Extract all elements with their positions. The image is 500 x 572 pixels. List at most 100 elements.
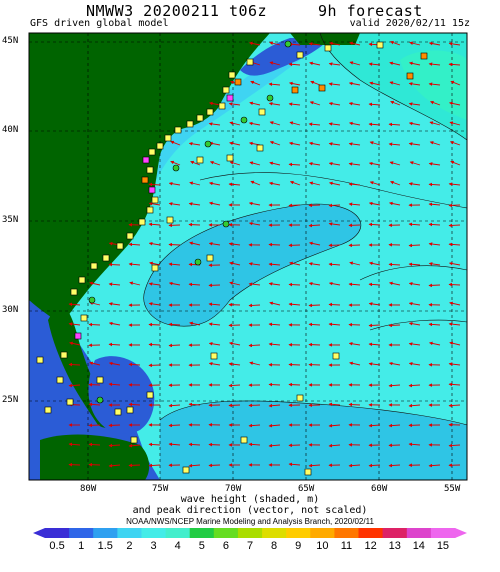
station-marker bbox=[324, 44, 332, 52]
direction-arrow bbox=[389, 201, 401, 206]
direction-arrow bbox=[429, 121, 441, 126]
direction-arrow bbox=[188, 463, 201, 468]
colorbar-swatch bbox=[237, 528, 263, 538]
station-marker bbox=[130, 436, 138, 444]
direction-arrow bbox=[368, 463, 381, 468]
direction-arrow bbox=[229, 121, 241, 126]
direction-arrow bbox=[168, 403, 181, 408]
direction-arrow bbox=[269, 161, 281, 166]
colorbar-swatch bbox=[286, 528, 311, 538]
direction-arrow bbox=[328, 62, 341, 66]
station-marker bbox=[206, 254, 214, 262]
direction-arrow bbox=[449, 301, 461, 306]
direction-arrow bbox=[408, 182, 421, 186]
buoy-marker bbox=[194, 258, 202, 266]
direction-arrow bbox=[268, 423, 281, 428]
direction-arrow bbox=[428, 222, 441, 227]
direction-arrow bbox=[248, 282, 261, 286]
direction-arrow bbox=[248, 403, 261, 408]
forecast-hour-label: 9h forecast bbox=[318, 2, 423, 20]
direction-arrow bbox=[389, 161, 401, 166]
direction-arrow bbox=[268, 322, 281, 327]
buoy-marker bbox=[172, 164, 180, 172]
station-marker bbox=[240, 436, 248, 444]
colorbar-label: 8 bbox=[271, 540, 278, 552]
direction-arrow bbox=[389, 281, 401, 286]
station-marker bbox=[406, 72, 414, 80]
direction-arrow bbox=[448, 242, 461, 247]
lon-label-75w: 75W bbox=[152, 484, 169, 494]
observation-stations bbox=[36, 40, 428, 476]
direction-arrow bbox=[88, 442, 101, 447]
direction-arrow bbox=[448, 443, 461, 448]
direction-arrow bbox=[209, 141, 221, 146]
direction-arrow bbox=[448, 223, 461, 228]
station-marker bbox=[376, 41, 384, 49]
direction-arrow bbox=[269, 181, 281, 186]
direction-arrow bbox=[288, 162, 301, 167]
direction-arrow bbox=[369, 81, 381, 86]
direction-arrow bbox=[269, 301, 281, 306]
station-marker bbox=[226, 154, 234, 162]
direction-arrow bbox=[388, 423, 401, 428]
direction-arrow bbox=[68, 322, 81, 326]
direction-arrow bbox=[409, 161, 421, 166]
direction-arrow bbox=[208, 463, 221, 468]
model-run-label: NMWW3 20200211 t06z bbox=[86, 2, 268, 20]
direction-arrow bbox=[328, 142, 341, 146]
direction-arrow bbox=[209, 160, 221, 166]
station-marker bbox=[66, 398, 74, 406]
direction-arrow bbox=[389, 61, 401, 66]
wave-height-colorbar bbox=[33, 528, 467, 538]
direction-arrow bbox=[229, 141, 241, 146]
direction-arrow bbox=[229, 281, 241, 286]
direction-arrow bbox=[328, 281, 341, 286]
direction-arrow bbox=[369, 141, 381, 146]
direction-arrow bbox=[269, 61, 281, 66]
direction-arrow bbox=[348, 182, 361, 186]
direction-arrow bbox=[369, 261, 381, 266]
direction-arrow bbox=[428, 182, 441, 187]
direction-arrow bbox=[128, 402, 141, 407]
nova-scotia bbox=[290, 33, 360, 45]
direction-arrow bbox=[428, 322, 441, 327]
direction-arrow bbox=[249, 161, 261, 166]
station-marker bbox=[164, 134, 172, 142]
direction-arrow bbox=[188, 442, 201, 447]
colorbar-label: 6 bbox=[222, 540, 229, 552]
direction-arrow bbox=[408, 82, 421, 86]
direction-arrow bbox=[289, 180, 301, 186]
direction-arrow bbox=[409, 61, 421, 66]
station-marker bbox=[296, 394, 304, 402]
direction-arrow bbox=[268, 282, 281, 286]
direction-arrow bbox=[448, 261, 461, 266]
direction-arrow bbox=[148, 342, 161, 347]
colorbar-label: 3 bbox=[150, 540, 157, 552]
direction-arrow bbox=[408, 321, 421, 326]
gulf-of-maine bbox=[240, 38, 330, 76]
direction-arrow bbox=[268, 82, 281, 86]
direction-arrow bbox=[348, 341, 361, 346]
direction-arrow bbox=[268, 262, 281, 267]
direction-arrow bbox=[308, 262, 321, 266]
colorbar-max-arrow bbox=[455, 528, 467, 538]
direction-arrow bbox=[328, 443, 341, 448]
direction-arrow bbox=[248, 442, 261, 447]
direction-arrow bbox=[128, 262, 141, 266]
buoy-marker bbox=[284, 40, 292, 48]
caption-line-2: and peak direction (vector, not scaled) bbox=[132, 505, 368, 516]
direction-arrow bbox=[189, 321, 201, 326]
direction-arrow bbox=[308, 42, 321, 46]
direction-arrow bbox=[168, 322, 181, 327]
lat-label-25n: 25N bbox=[2, 395, 19, 405]
station-marker bbox=[420, 52, 428, 60]
direction-arrow bbox=[288, 203, 301, 208]
direction-arrow bbox=[208, 322, 221, 326]
direction-arrow bbox=[368, 122, 381, 127]
model-driver-label: GFS driven global model bbox=[30, 18, 169, 29]
station-marker bbox=[156, 142, 164, 150]
station-marker bbox=[96, 376, 104, 384]
station-marker bbox=[126, 406, 134, 414]
direction-arrow bbox=[168, 423, 181, 428]
station-marker bbox=[80, 314, 88, 322]
